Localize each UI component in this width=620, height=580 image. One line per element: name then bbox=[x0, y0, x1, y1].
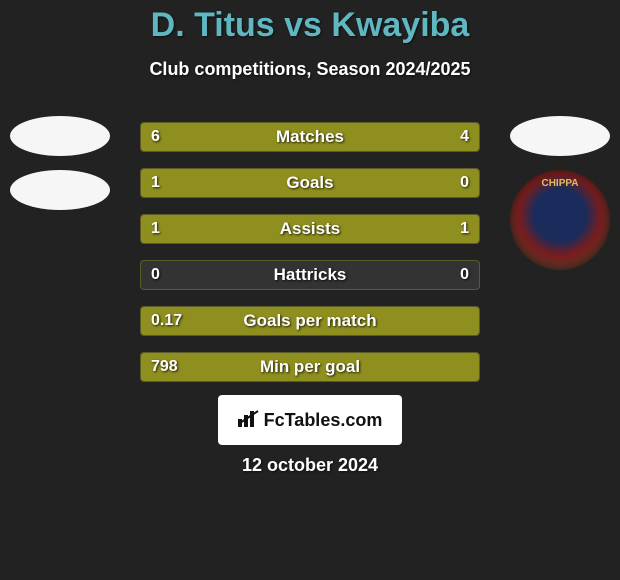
page-title: D. Titus vs Kwayiba bbox=[0, 0, 620, 45]
bar-row: 0.17Goals per match bbox=[140, 306, 480, 336]
bar-right-fill bbox=[344, 123, 479, 151]
logo-ellipse bbox=[10, 116, 110, 156]
bar-label: Hattricks bbox=[141, 261, 479, 289]
branding-box: FcTables.com bbox=[218, 395, 402, 445]
bar-left-fill bbox=[141, 353, 479, 381]
branding-text: FcTables.com bbox=[264, 410, 383, 431]
bar-row: 798Min per goal bbox=[140, 352, 480, 382]
comparison-bars: 64Matches10Goals11Assists00Hattricks0.17… bbox=[140, 122, 480, 398]
date-text: 12 october 2024 bbox=[0, 455, 620, 476]
bar-right-value: 0 bbox=[460, 169, 469, 197]
page-subtitle: Club competitions, Season 2024/2025 bbox=[0, 59, 620, 80]
bar-right-value: 0 bbox=[460, 261, 469, 289]
bar-left-value: 6 bbox=[151, 123, 160, 151]
bar-right-fill bbox=[310, 215, 479, 243]
shield-icon: CHIPPA bbox=[510, 170, 610, 270]
player2-club-logo bbox=[510, 116, 610, 156]
bar-left-value: 0 bbox=[151, 261, 160, 289]
bar-left-value: 798 bbox=[151, 353, 178, 381]
player2-badge: CHIPPA bbox=[510, 170, 610, 270]
bar-left-fill bbox=[141, 169, 479, 197]
bar-row: 0 0Hattricks bbox=[140, 260, 480, 290]
logo-ellipse bbox=[510, 116, 610, 156]
bar-left-fill bbox=[141, 307, 479, 335]
bar-row: 11Assists bbox=[140, 214, 480, 244]
bar-left-value: 1 bbox=[151, 215, 160, 243]
player1-badge bbox=[10, 170, 110, 210]
bar-left-fill bbox=[141, 215, 310, 243]
player1-club-logo bbox=[10, 116, 110, 156]
bar-left-fill bbox=[141, 123, 344, 151]
badge-ellipse bbox=[10, 170, 110, 210]
bar-left-value: 0.17 bbox=[151, 307, 182, 335]
bar-row: 64Matches bbox=[140, 122, 480, 152]
badge-label: CHIPPA bbox=[541, 178, 578, 189]
bar-left-value: 1 bbox=[151, 169, 160, 197]
bars-icon bbox=[238, 409, 260, 432]
bar-right-value: 1 bbox=[460, 215, 469, 243]
bar-right-value: 4 bbox=[460, 123, 469, 151]
bar-row: 10Goals bbox=[140, 168, 480, 198]
